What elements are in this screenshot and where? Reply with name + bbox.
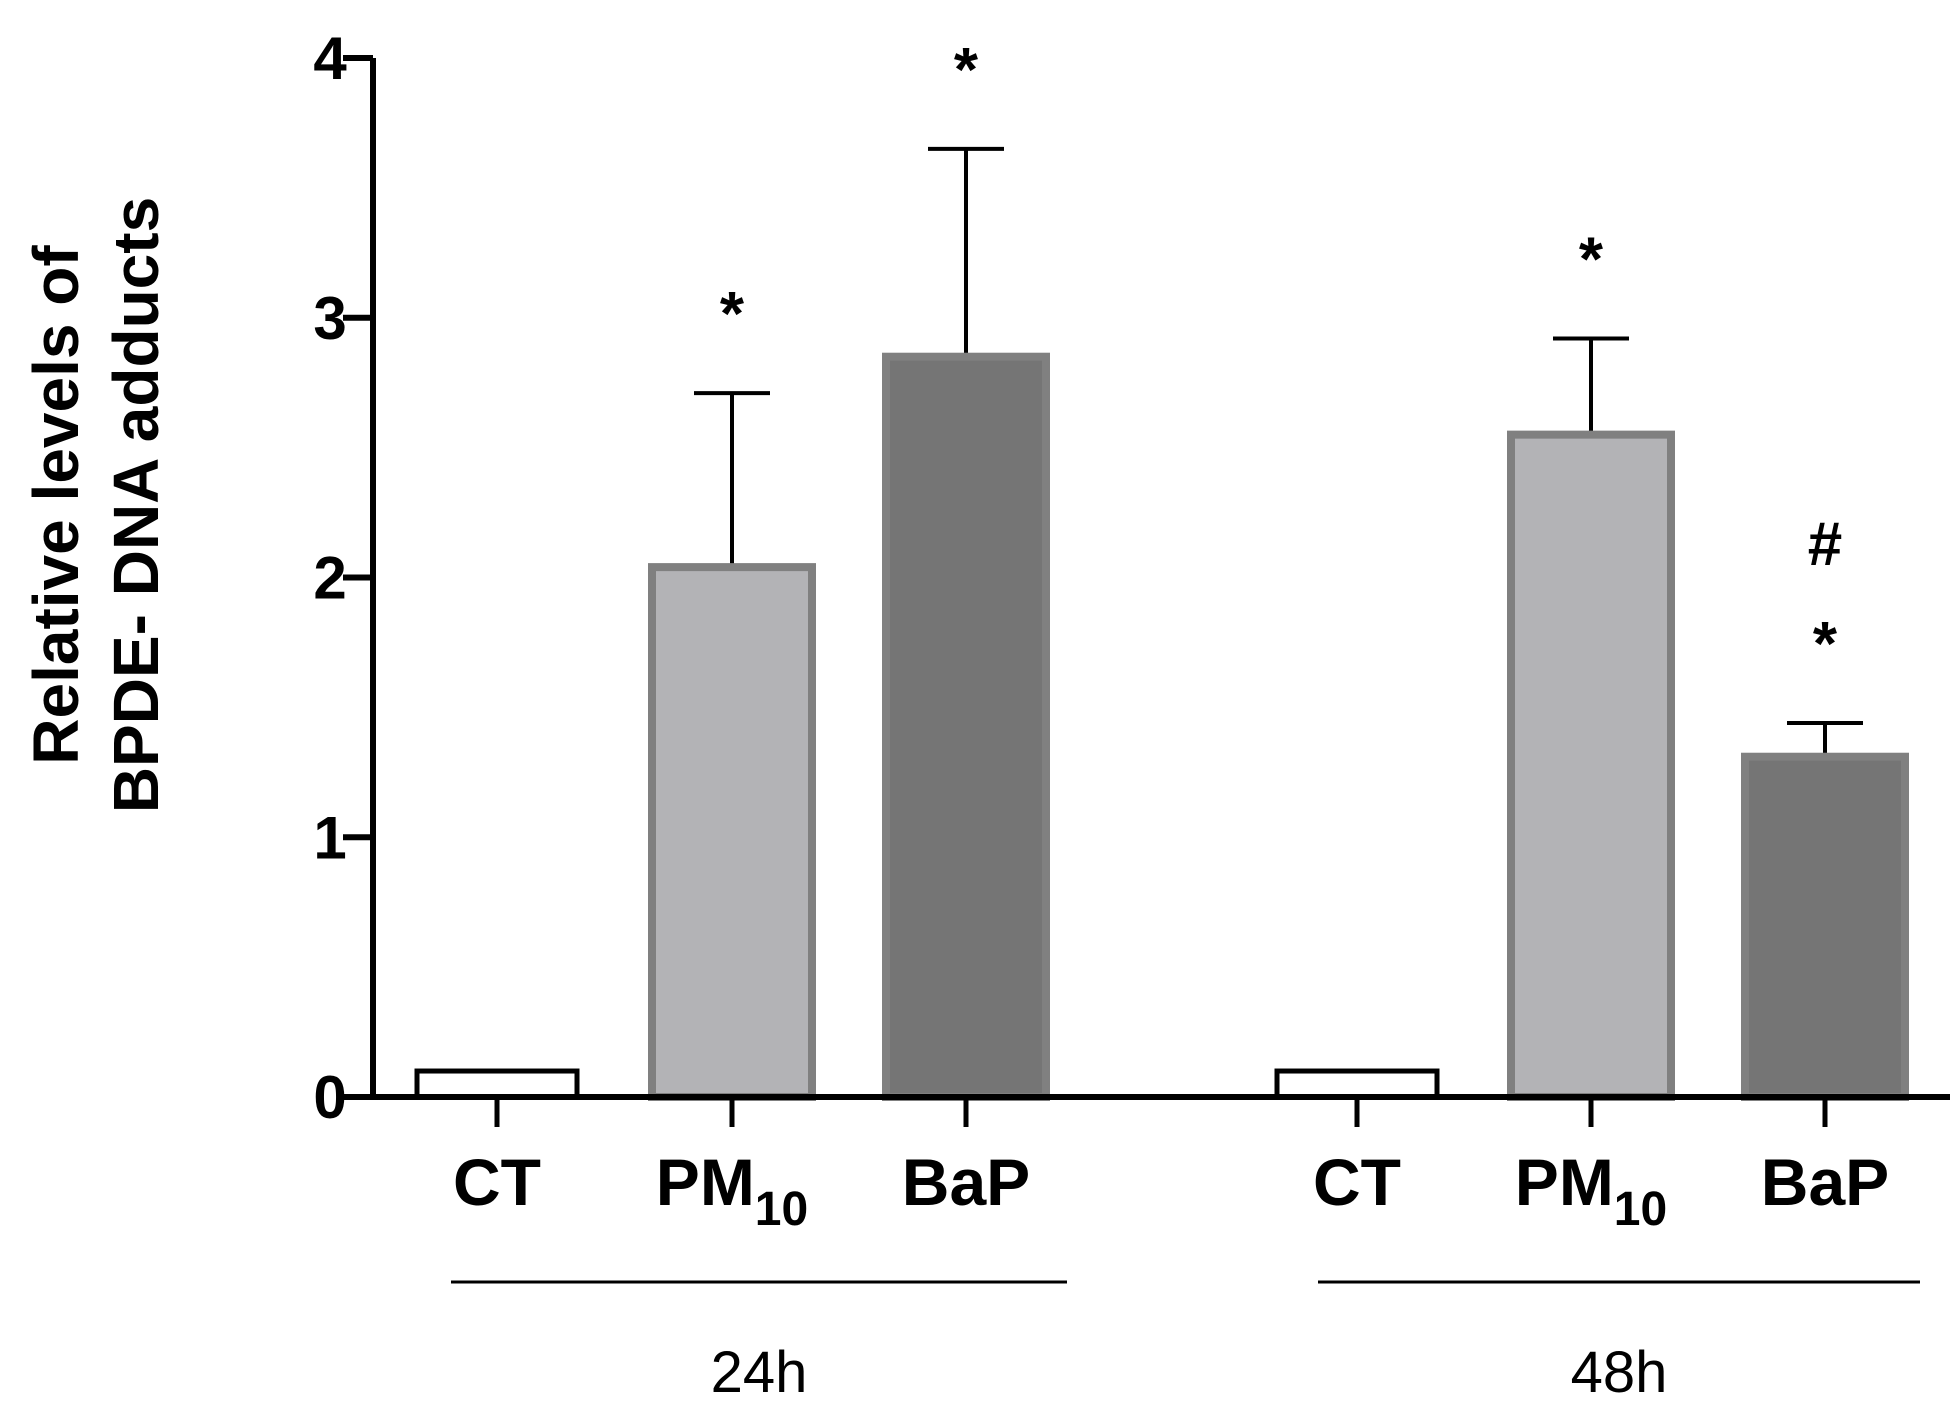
y-tick-label-3: 3 [313,285,346,352]
bar-ct-48h [1274,1068,1440,1100]
annotation-pm10-48h-0: * [1579,226,1604,295]
y-tick-label-0: 0 [313,1064,346,1131]
bar-ct-24h [414,1068,580,1100]
category-label-main: BaP [902,1145,1030,1219]
category-label-subscript: 10 [755,1183,808,1236]
y-tick-label-1: 1 [313,804,346,871]
group-label-24h: 24h [711,1340,808,1405]
annotation-bap-24h-0: * [954,36,979,105]
category-label-pm10-24h: PM10 [656,1145,808,1236]
group-label-48h: 48h [1571,1340,1668,1405]
bar-bap-48h [1741,752,1909,1101]
axes [343,55,1950,1284]
y-axis-title-line-2: BPDE- DNA adducts [100,197,172,813]
y-axis-title: Relative levels of BPDE- DNA adducts [20,197,172,813]
category-label-main: CT [1313,1145,1401,1219]
category-label-main: PM [1515,1145,1614,1219]
bar-pm10-24h [648,563,816,1101]
category-label-bap-48h: BaP [1761,1145,1889,1219]
annotation-bap-48h-0: * [1813,610,1838,679]
bar-pm10-48h [1507,430,1675,1101]
y-tick-label-4: 4 [313,25,347,92]
bar-bap-24h [882,352,1050,1101]
category-label-bap-24h: BaP [902,1145,1030,1219]
category-label-main: CT [453,1145,541,1219]
y-axis-title-line-1: Relative levels of [20,245,92,765]
category-label-main: PM [656,1145,755,1219]
annotation-bap-48h-1: # [1808,510,1842,579]
category-label-subscript: 10 [1614,1183,1667,1236]
y-tick-label-2: 2 [313,545,346,612]
annotation-pm10-24h-0: * [720,280,745,349]
bars-layer [414,146,1909,1101]
category-label-ct-48h: CT [1313,1145,1401,1219]
category-label-pm10-48h: PM10 [1515,1145,1667,1236]
category-label-main: BaP [1761,1145,1889,1219]
category-label-ct-24h: CT [453,1145,541,1219]
